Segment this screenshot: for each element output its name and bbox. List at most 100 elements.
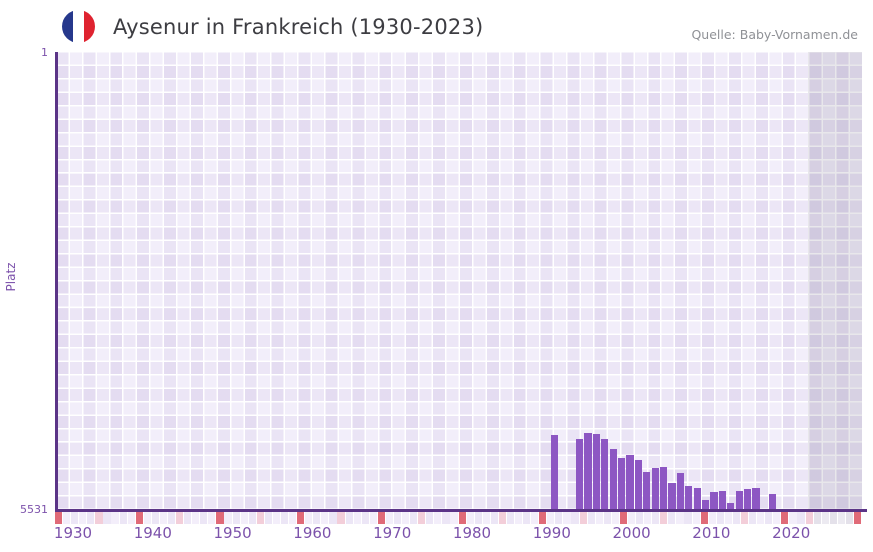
year-strip-cell	[410, 512, 418, 524]
year-strip-cell	[676, 512, 684, 524]
bar-2008[interactable]	[693, 488, 701, 510]
bar-2005[interactable]	[668, 483, 676, 510]
x-axis-line	[55, 509, 867, 512]
year-strip-cell	[700, 512, 708, 524]
year-strip-cell	[829, 512, 837, 524]
x-tick-1970: 1970	[373, 524, 412, 542]
bar-1999[interactable]	[618, 457, 626, 510]
x-tick-1980: 1980	[452, 524, 492, 542]
bar-1997[interactable]	[601, 438, 609, 510]
year-strip-cell	[595, 512, 603, 524]
bar-1991[interactable]	[550, 434, 559, 510]
no-data-band	[808, 52, 862, 510]
year-strip-cell	[514, 512, 523, 524]
year-strip-cell	[765, 512, 773, 524]
year-strip-cell	[208, 512, 216, 524]
year-strip-cell	[280, 512, 289, 524]
bar-2000[interactable]	[626, 455, 634, 510]
year-strip-cell	[256, 512, 264, 524]
year-strip-cell	[636, 512, 644, 524]
year-strip-cell	[240, 512, 248, 524]
y-axis-line	[55, 52, 58, 510]
year-strip-cell	[845, 512, 854, 524]
bar-2003[interactable]	[651, 467, 659, 510]
year-strip-cell	[458, 512, 466, 524]
year-strip-cell	[442, 512, 450, 524]
year-strip-cell	[289, 512, 297, 524]
year-strip-cell	[813, 512, 821, 524]
bar-1994[interactable]	[576, 438, 584, 510]
bar-2007[interactable]	[685, 485, 693, 510]
year-strip-cell	[313, 512, 321, 524]
year-strip-cell	[652, 512, 660, 524]
x-tick-2000: 2000	[612, 524, 651, 542]
year-strip-cell	[426, 512, 434, 524]
year-strip-cell	[482, 512, 490, 524]
bar-2004[interactable]	[660, 466, 668, 510]
year-strip-cell	[87, 512, 95, 524]
year-strip-cell	[563, 512, 571, 524]
bar-2014[interactable]	[744, 489, 752, 510]
bar-2011[interactable]	[718, 490, 727, 510]
year-strip-cell	[232, 512, 240, 524]
year-strip-cell	[200, 512, 208, 524]
year-strip-cell	[450, 512, 458, 524]
year-strip-cell	[418, 512, 426, 524]
year-strip-cell	[498, 512, 506, 524]
x-tick-1940: 1940	[133, 524, 172, 542]
year-strip-cell	[264, 512, 272, 524]
bar-2012[interactable]	[727, 503, 735, 510]
year-strip-cell	[216, 512, 224, 524]
year-strip-cell	[740, 512, 749, 524]
bar-2006[interactable]	[676, 472, 685, 510]
year-strip-cell	[724, 512, 732, 524]
year-strip-cell	[853, 512, 862, 524]
year-strip-cell	[773, 512, 781, 524]
year-strip-cell	[127, 512, 135, 524]
bar-1995[interactable]	[584, 432, 592, 510]
year-strip-cell	[732, 512, 741, 524]
year-strip-cell	[95, 512, 103, 524]
bar-2015[interactable]	[752, 488, 760, 510]
year-strip-cell	[837, 512, 845, 524]
year-strip-cell	[644, 512, 652, 524]
year-strip-cell	[111, 512, 119, 524]
year-strip-cell	[159, 512, 168, 524]
year-strip-cell	[490, 512, 498, 524]
year-strip-cell	[353, 512, 361, 524]
page-title: Aysenur in Frankreich (1930-2023)	[113, 15, 484, 39]
year-strip-cell	[135, 512, 143, 524]
bar-1996[interactable]	[592, 433, 601, 510]
bar-2017[interactable]	[769, 494, 777, 510]
year-strip-cell	[55, 512, 63, 524]
year-strip-cell	[716, 512, 724, 524]
year-strip-cell	[781, 512, 789, 524]
bar-2010[interactable]	[710, 491, 718, 510]
year-strip-cell	[345, 512, 353, 524]
y-tick-bottom: 5531	[20, 503, 48, 516]
year-strip-cell	[119, 512, 127, 524]
year-strip-cell	[321, 512, 329, 524]
year-strip-cell	[627, 512, 636, 524]
year-strip-cell	[821, 512, 829, 524]
year-strip-cell	[523, 512, 531, 524]
bar-2009[interactable]	[702, 499, 710, 510]
year-strip-cell	[361, 512, 369, 524]
year-strip-cell	[224, 512, 232, 524]
bar-2001[interactable]	[634, 460, 643, 510]
year-strip-cell	[184, 512, 192, 524]
year-strip-cell	[539, 512, 547, 524]
year-strip-cell	[474, 512, 482, 524]
bar-2002[interactable]	[643, 471, 651, 510]
y-axis-title: Platz	[4, 262, 18, 292]
bar-2013[interactable]	[735, 490, 743, 510]
year-strip-cell	[619, 512, 628, 524]
year-strip-cell	[660, 512, 668, 524]
x-tick-1960: 1960	[293, 524, 332, 542]
year-strip-cell	[757, 512, 765, 524]
year-strip-cell	[692, 512, 700, 524]
bar-1998[interactable]	[609, 448, 617, 510]
x-tick-2010: 2010	[692, 524, 731, 542]
